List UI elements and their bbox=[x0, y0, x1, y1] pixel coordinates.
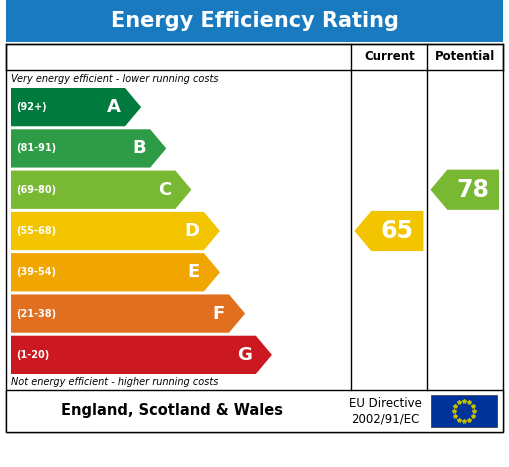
Text: G: G bbox=[237, 346, 252, 364]
Bar bbox=[432, 395, 497, 427]
Text: England, Scotland & Wales: England, Scotland & Wales bbox=[61, 403, 283, 418]
Text: Not energy efficient - higher running costs: Not energy efficient - higher running co… bbox=[11, 377, 218, 387]
Text: (21-38): (21-38) bbox=[16, 309, 56, 318]
Text: Very energy efficient - lower running costs: Very energy efficient - lower running co… bbox=[11, 74, 218, 84]
Polygon shape bbox=[11, 294, 245, 333]
Polygon shape bbox=[11, 170, 191, 209]
Text: 65: 65 bbox=[381, 219, 414, 243]
Text: F: F bbox=[213, 304, 225, 323]
Polygon shape bbox=[11, 253, 220, 291]
Text: (39-54): (39-54) bbox=[16, 267, 56, 277]
Text: Energy Efficiency Rating: Energy Efficiency Rating bbox=[110, 11, 399, 31]
Text: E: E bbox=[188, 263, 200, 281]
Polygon shape bbox=[354, 211, 423, 251]
Text: (1-20): (1-20) bbox=[16, 350, 49, 360]
Text: (81-91): (81-91) bbox=[16, 143, 56, 154]
Text: (55-68): (55-68) bbox=[16, 226, 56, 236]
Polygon shape bbox=[11, 88, 141, 126]
Text: C: C bbox=[158, 181, 172, 199]
Polygon shape bbox=[11, 336, 272, 374]
Text: 78: 78 bbox=[457, 178, 490, 202]
Bar bbox=[6, 44, 503, 432]
Text: A: A bbox=[107, 98, 121, 116]
Text: (69-80): (69-80) bbox=[16, 185, 56, 195]
Polygon shape bbox=[11, 129, 166, 168]
Text: D: D bbox=[185, 222, 200, 240]
Text: (92+): (92+) bbox=[16, 102, 47, 112]
Polygon shape bbox=[431, 170, 499, 210]
Text: Potential: Potential bbox=[435, 50, 495, 64]
Polygon shape bbox=[11, 212, 220, 250]
Bar bbox=[6, 0, 503, 42]
Text: B: B bbox=[132, 140, 146, 157]
Bar bbox=[6, 390, 503, 432]
Text: Current: Current bbox=[364, 50, 415, 64]
Text: EU Directive
2002/91/EC: EU Directive 2002/91/EC bbox=[349, 397, 422, 425]
